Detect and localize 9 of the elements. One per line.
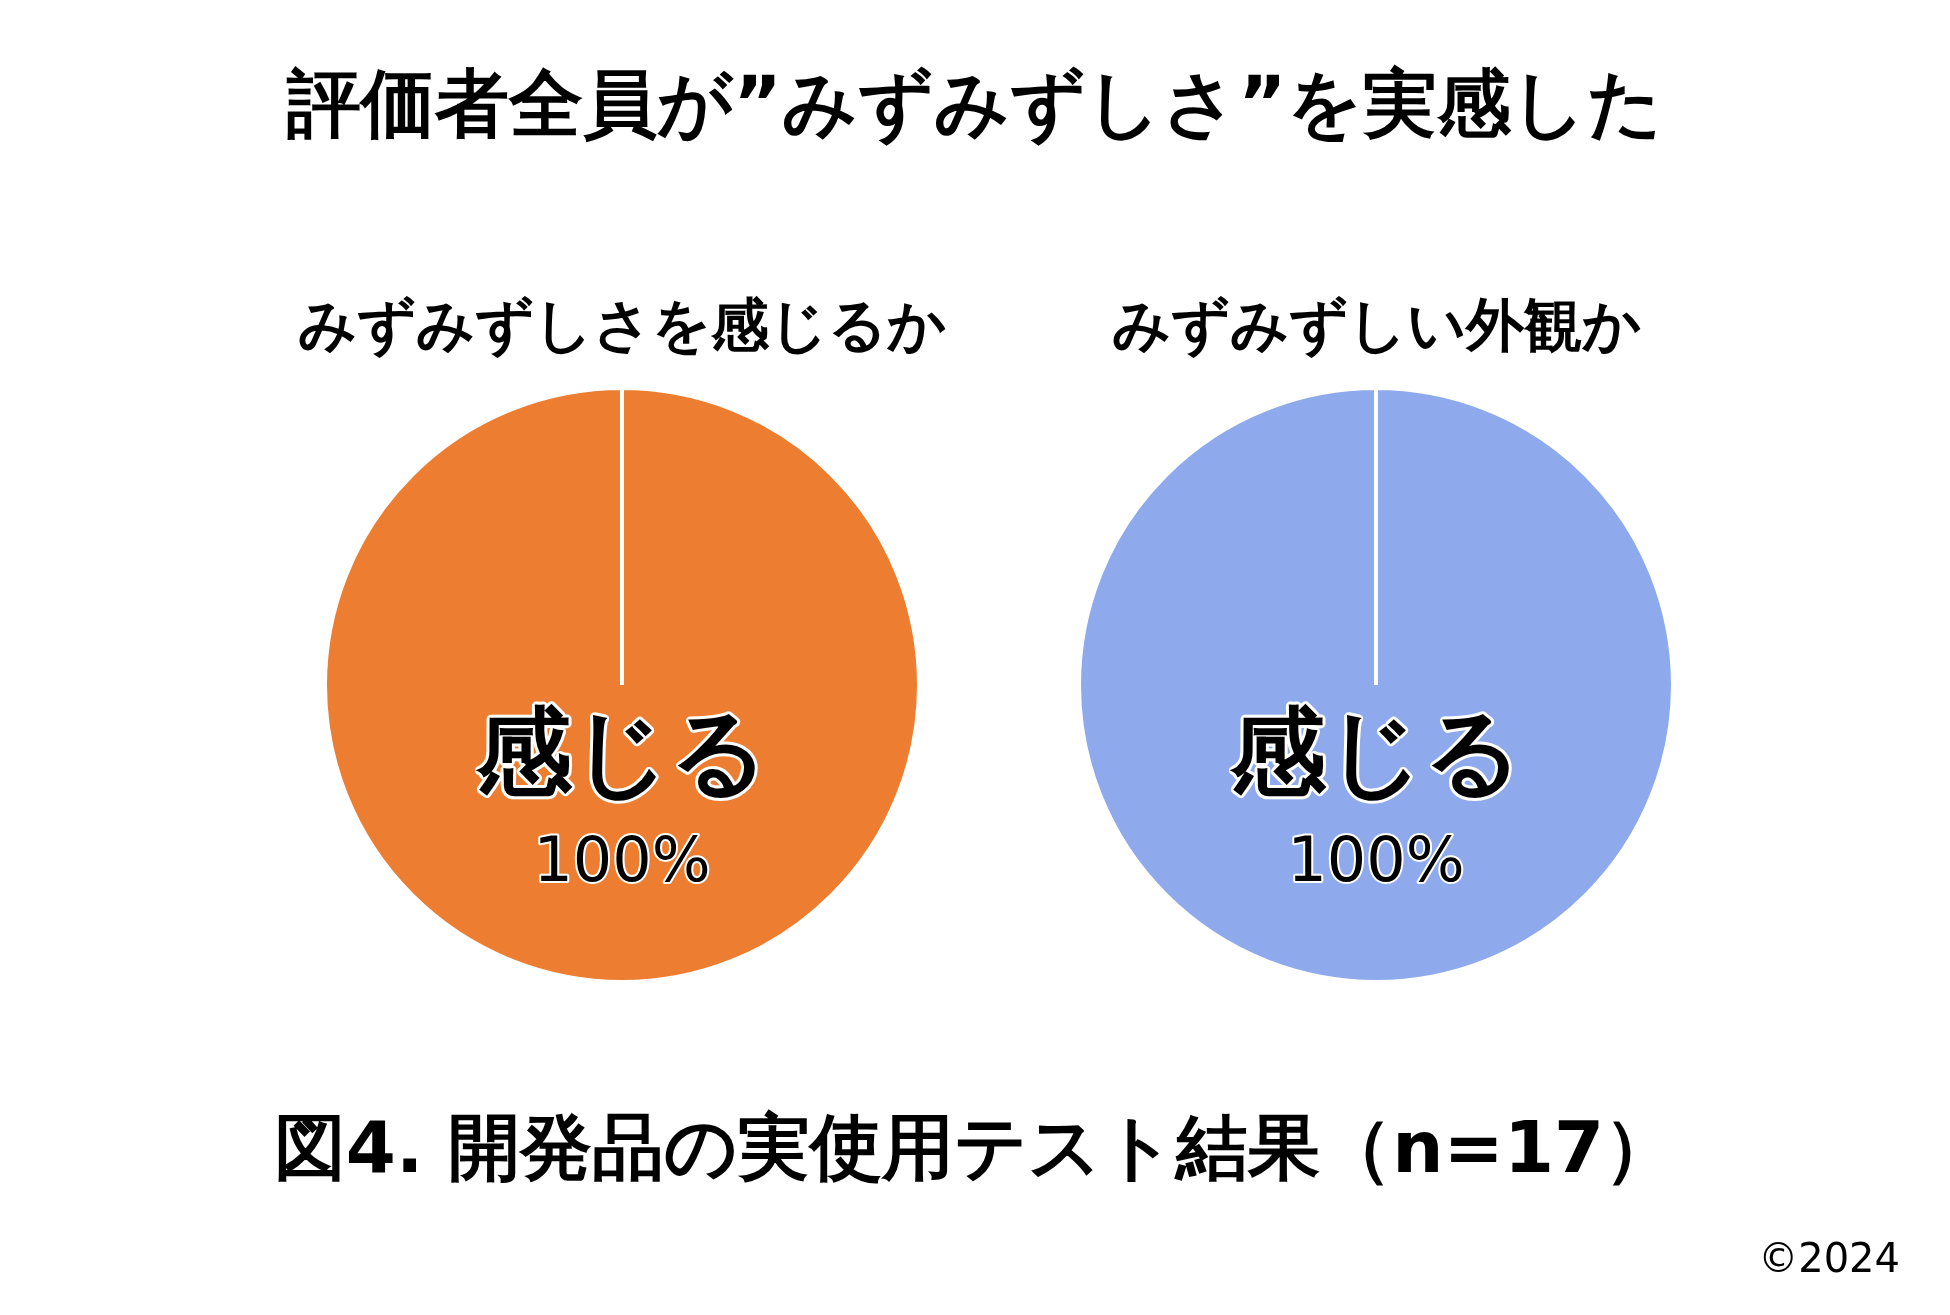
slice-label: 感じる xyxy=(1229,695,1522,808)
chart-title: みずみずしさを感じるか xyxy=(297,290,947,361)
data-label: 100% xyxy=(533,823,711,897)
text: ©2024 xyxy=(1757,1235,1900,1281)
data-label: 100% xyxy=(1287,823,1465,897)
chart-title: みずみずしい外観か xyxy=(1110,290,1642,361)
text: 評価者全員が”みずみずしさ”を実感した xyxy=(285,59,1664,148)
slice-label: 感じる xyxy=(475,695,768,808)
caption: 図4. 開発品の実使用テスト結果（n=17） xyxy=(272,1104,1678,1191)
